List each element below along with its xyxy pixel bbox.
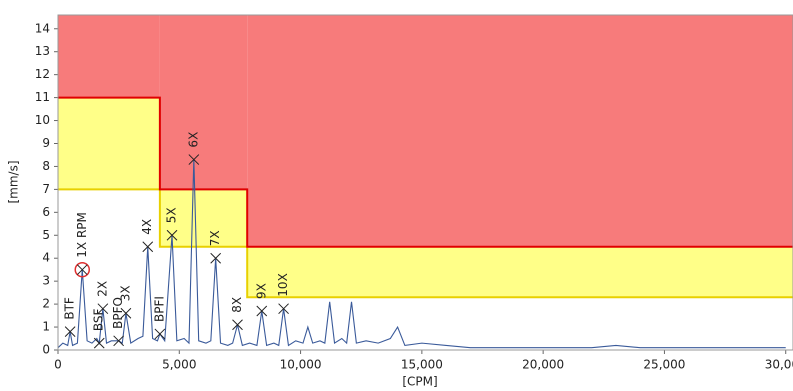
peak-label: 2X (95, 281, 109, 297)
y-tick-label: 10 (35, 113, 50, 127)
spectrum-line (57, 159, 786, 349)
x-tick-label: 25,000 (643, 358, 685, 372)
x-tick-label: 0 (54, 358, 62, 372)
danger-line (58, 96, 793, 248)
peak-marker (188, 154, 200, 165)
y-tick-label: 2 (42, 297, 50, 311)
y-tick-label: 5 (42, 228, 50, 242)
y-tick-label: 4 (42, 251, 50, 265)
x-tick-label: 20,000 (522, 358, 564, 372)
danger-zone (159, 15, 248, 190)
alert-line (58, 188, 793, 299)
y-axis-label: [mm/s] (7, 160, 21, 203)
peak-label: 10X (276, 273, 290, 297)
plot-frame (57, 14, 793, 351)
y-tick-label: 13 (35, 44, 50, 58)
y-tick-label: 14 (35, 21, 50, 35)
alert-zone (247, 246, 793, 298)
peak-label: BSF (92, 308, 106, 331)
peak-marker (154, 328, 166, 340)
peak-label: 8X (230, 297, 244, 313)
peak-label: 4X (140, 219, 154, 235)
x-axis-label: [CPM] (402, 375, 437, 389)
peak-label: 7X (208, 230, 222, 246)
y-tick-label: 0 (42, 343, 50, 357)
y-tick-label: 1 (42, 320, 50, 334)
peak-marker (166, 229, 178, 241)
danger-zone (247, 15, 793, 247)
peak-label: BPFO (111, 297, 125, 329)
x-tick-label: 30,000 (765, 358, 793, 372)
danger-zone (58, 15, 160, 98)
peak-marker (97, 303, 109, 315)
x-tick-label: 10,000 (280, 358, 322, 372)
peak-marker (232, 319, 243, 331)
peak-marker (113, 335, 124, 347)
peak-label: 3X (118, 285, 132, 301)
peak-marker (64, 326, 76, 337)
y-tick-label: 12 (35, 67, 50, 81)
peak-label: 5X (165, 207, 179, 223)
peak-label: 6X (186, 132, 200, 148)
peak-marker (142, 241, 154, 253)
peak-label: 1X RPM (75, 212, 89, 258)
x-tick-label: 15,000 (401, 358, 443, 372)
peak-marker (120, 307, 132, 319)
alert-zone (58, 97, 160, 190)
y-tick-label: 8 (42, 159, 50, 173)
marker-circle (74, 261, 91, 278)
peak-marker (210, 252, 222, 264)
peak-label: 9X (254, 283, 268, 299)
y-tick-label: 6 (42, 205, 50, 219)
peak-marker (76, 264, 88, 276)
y-tick-label: 9 (42, 136, 50, 150)
x-tick-label: 5,000 (162, 358, 196, 372)
peak-marker (256, 305, 268, 317)
y-tick-label: 11 (35, 90, 50, 104)
y-tick-label: 3 (42, 274, 50, 288)
y-tick-label: 7 (42, 182, 50, 196)
peak-label: BPFI (152, 296, 166, 322)
peak-marker (278, 303, 289, 315)
peak-marker (93, 337, 105, 349)
peak-label: BTF (63, 297, 77, 320)
